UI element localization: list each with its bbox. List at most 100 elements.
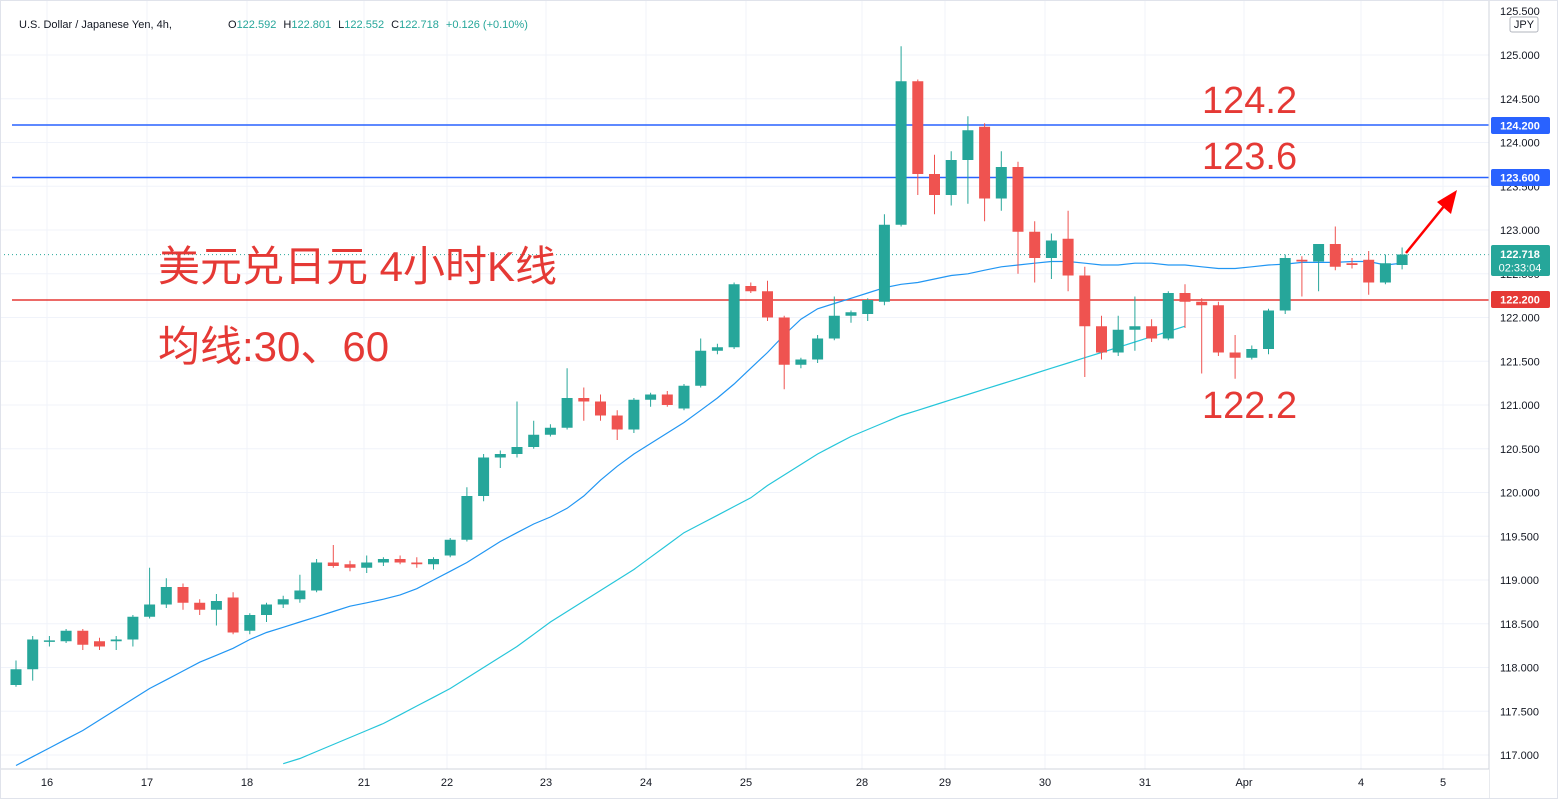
candle-up bbox=[795, 357, 807, 369]
candle-body bbox=[595, 401, 606, 416]
candle-up bbox=[1045, 233, 1057, 279]
candle-body bbox=[728, 284, 740, 348]
candle-body bbox=[995, 167, 1007, 199]
candle-down bbox=[1029, 221, 1041, 283]
candle-body bbox=[227, 597, 239, 633]
candle-up bbox=[628, 398, 640, 433]
candle-down bbox=[177, 583, 189, 610]
candle-body bbox=[929, 174, 940, 195]
price-tick-label: 117.500 bbox=[1500, 706, 1539, 718]
price-axis[interactable]: 125.000124.500124.000123.500123.000122.5… bbox=[1488, 0, 1558, 799]
currency-badge[interactable] bbox=[1509, 16, 1539, 33]
candle-body bbox=[27, 639, 39, 670]
time-tick-label: 16 bbox=[41, 777, 53, 789]
candle-down bbox=[394, 555, 406, 565]
horizontal-levels[interactable] bbox=[0, 124, 1489, 301]
candle-up bbox=[1313, 244, 1325, 292]
up-arrow-annotation bbox=[1405, 190, 1457, 254]
candle-body bbox=[1146, 326, 1158, 339]
time-axis-ticks: 16 17 18 21 22 23 24 25 28 29 30 31 Apr 4 5 bbox=[41, 777, 1446, 789]
candle-body bbox=[544, 427, 556, 435]
candle-up bbox=[361, 555, 373, 573]
candle-down bbox=[1146, 319, 1158, 342]
candle-body bbox=[210, 601, 222, 610]
candle-body bbox=[43, 640, 55, 642]
candle-down bbox=[611, 410, 623, 440]
candle-up bbox=[444, 538, 456, 558]
candle-up bbox=[311, 559, 323, 593]
candle-body bbox=[177, 587, 189, 603]
price-tick-label: 121.000 bbox=[1500, 400, 1540, 412]
svg-text:123.600: 123.600 bbox=[1500, 173, 1540, 185]
candle-up bbox=[1396, 247, 1408, 270]
price-tick-label: 123.000 bbox=[1500, 225, 1540, 237]
candle-up bbox=[43, 636, 55, 647]
low-value: 122.552 bbox=[344, 19, 384, 31]
candle-down bbox=[1012, 161, 1024, 274]
candle-body bbox=[812, 338, 824, 360]
candle-down bbox=[661, 391, 673, 407]
candle-up bbox=[428, 557, 439, 570]
time-tick-label: 31 bbox=[1139, 777, 1151, 789]
candle-down bbox=[1179, 284, 1191, 328]
grid bbox=[0, 0, 1489, 769]
candle-up bbox=[127, 615, 139, 647]
candle-body bbox=[1029, 231, 1041, 258]
candle-body bbox=[511, 447, 523, 454]
annotation-level-mid: 123.6 bbox=[1202, 136, 1297, 178]
candle-up bbox=[144, 567, 156, 619]
time-tick-label: 17 bbox=[141, 777, 153, 789]
candle-body bbox=[895, 81, 907, 225]
candle-body bbox=[962, 130, 974, 160]
candle-down bbox=[1346, 258, 1358, 269]
candle-body bbox=[478, 457, 490, 496]
candle-body bbox=[945, 160, 957, 195]
time-tick-label: 25 bbox=[740, 777, 752, 789]
symbol-title: U.S. Dollar / Japanese Yen, 4h, bbox=[19, 19, 172, 31]
candle-up bbox=[277, 595, 289, 608]
candle-up bbox=[294, 574, 306, 603]
candle-up bbox=[210, 594, 222, 626]
candle-up bbox=[995, 151, 1007, 211]
candle-down bbox=[227, 592, 239, 635]
candle-body bbox=[1263, 310, 1274, 349]
candle-up bbox=[845, 310, 857, 323]
candle-body bbox=[1045, 240, 1057, 258]
candle-up bbox=[1379, 254, 1391, 285]
candle-body bbox=[795, 359, 807, 365]
svg-text:O122.592 H122.801: O122.592 H122.801 L122.552 C122.718 +0.1… bbox=[228, 19, 528, 31]
svg-text:122.718: 122.718 bbox=[1500, 249, 1540, 261]
candle-body bbox=[862, 300, 874, 314]
price-axis-top-partial: 125.500 bbox=[1500, 6, 1540, 18]
time-tick-label: Apr bbox=[1235, 777, 1252, 789]
candle-down bbox=[1062, 210, 1074, 292]
candle-up bbox=[828, 296, 840, 341]
time-tick-label: 5 bbox=[1440, 777, 1446, 789]
candle-body bbox=[1379, 263, 1391, 283]
price-tick-label: 120.000 bbox=[1500, 488, 1540, 500]
candle-down bbox=[745, 282, 757, 293]
candle-body bbox=[127, 616, 139, 640]
candle-up bbox=[1162, 291, 1174, 341]
candle-up bbox=[377, 557, 389, 566]
candle-down bbox=[94, 637, 105, 650]
change-value: +0.126 (+0.10%) bbox=[446, 19, 528, 31]
time-axis[interactable]: 16 17 18 21 22 23 24 25 28 29 30 31 Apr 4 5 bbox=[0, 768, 1489, 799]
price-tick-label: 118.500 bbox=[1500, 619, 1539, 631]
candle-down bbox=[194, 599, 206, 615]
candle-up bbox=[261, 602, 272, 622]
candle-body bbox=[778, 317, 790, 365]
candle-body bbox=[578, 398, 590, 402]
candle-down bbox=[762, 280, 773, 321]
candle-body bbox=[711, 347, 723, 351]
candle-body bbox=[628, 399, 640, 430]
annotation-subtitle: 均线:30、60 bbox=[158, 323, 389, 370]
price-tick-label: 122.000 bbox=[1500, 313, 1540, 325]
candle-body bbox=[160, 587, 172, 605]
candle-up bbox=[60, 629, 72, 643]
candle-body bbox=[1212, 305, 1224, 353]
currency-label: JPY bbox=[1514, 19, 1535, 31]
candle-up bbox=[244, 613, 256, 635]
